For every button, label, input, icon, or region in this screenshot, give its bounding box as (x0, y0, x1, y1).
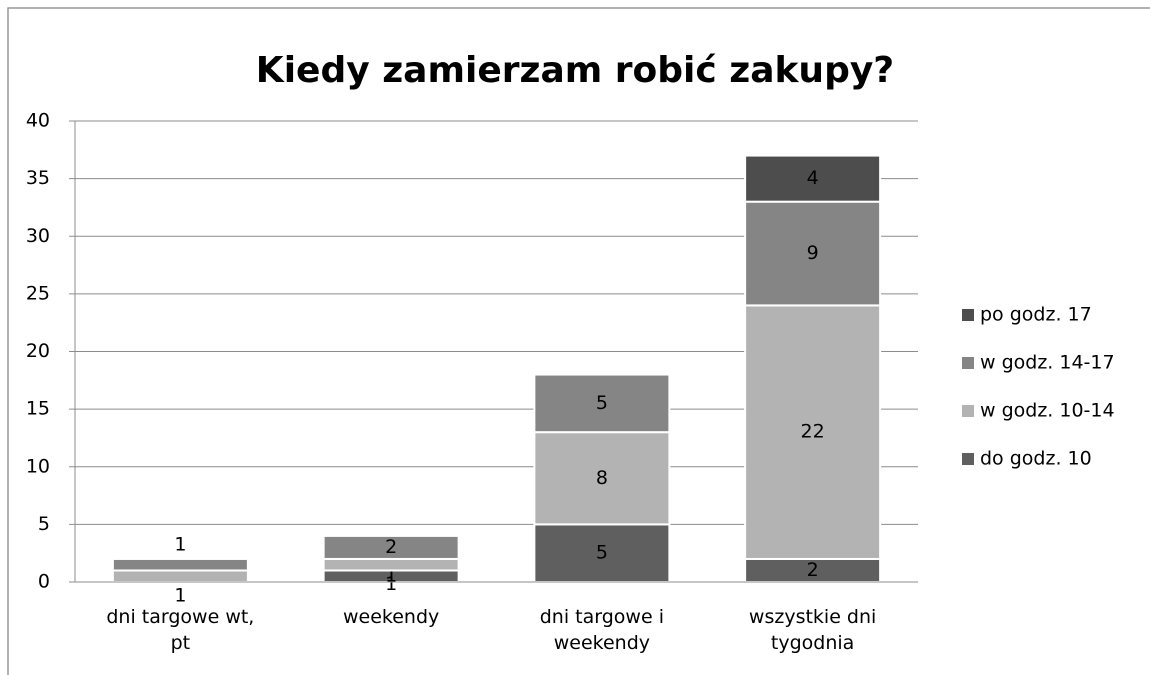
legend-swatch (962, 405, 974, 417)
legend-label: po godz. 17 (980, 304, 1092, 326)
data-label: 2 (385, 536, 397, 558)
bar-segment (744, 304, 882, 560)
y-tick-label: 5 (38, 513, 50, 535)
y-tick-label: 20 (26, 340, 50, 362)
legend-label: w godz. 14-17 (980, 352, 1115, 374)
data-label: 5 (596, 392, 608, 414)
legend-swatch (962, 357, 974, 369)
legend-label: w godz. 10-14 (980, 400, 1115, 422)
data-label: 9 (807, 242, 819, 264)
x-tick-label: wszystkie dni tygodnia (748, 606, 877, 654)
bar-segment (111, 569, 249, 583)
bar-segment (533, 523, 671, 583)
bar-segment (533, 373, 671, 434)
y-tick-label: 15 (26, 398, 50, 420)
x-tick-label: dni targowe wt, pt (106, 606, 255, 654)
data-label: 1 (174, 533, 186, 555)
chart-title: Kiedy zamierzam robić zakupy? (256, 50, 894, 91)
y-tick-label: 40 (26, 110, 50, 132)
bar-segment (533, 431, 671, 526)
data-label: 1 (174, 585, 186, 607)
data-label: 8 (596, 467, 608, 489)
y-tick-label: 35 (26, 167, 50, 189)
y-tick-label: 0 (38, 571, 50, 593)
bar-segment (744, 154, 882, 203)
y-tick-label: 25 (26, 282, 50, 304)
bar-segment (322, 534, 460, 560)
x-tick-label: dni targowe i weekendy (539, 606, 664, 654)
data-label: 5 (596, 542, 608, 564)
bar-segment (322, 557, 460, 572)
legend-label: do godz. 10 (980, 448, 1092, 470)
data-label: 22 (801, 421, 825, 443)
data-label: 4 (807, 167, 819, 189)
y-tick-label: 30 (26, 225, 50, 247)
legend-swatch (962, 453, 974, 465)
bar-segment (111, 557, 249, 572)
x-tick-label: weekendy (342, 606, 440, 628)
y-tick-label: 10 (26, 455, 50, 477)
legend-swatch (962, 309, 974, 321)
chart-border (7, 7, 1150, 675)
bar-segment (744, 200, 882, 307)
data-label: 2 (807, 559, 819, 581)
data-label: 1 (385, 573, 397, 595)
